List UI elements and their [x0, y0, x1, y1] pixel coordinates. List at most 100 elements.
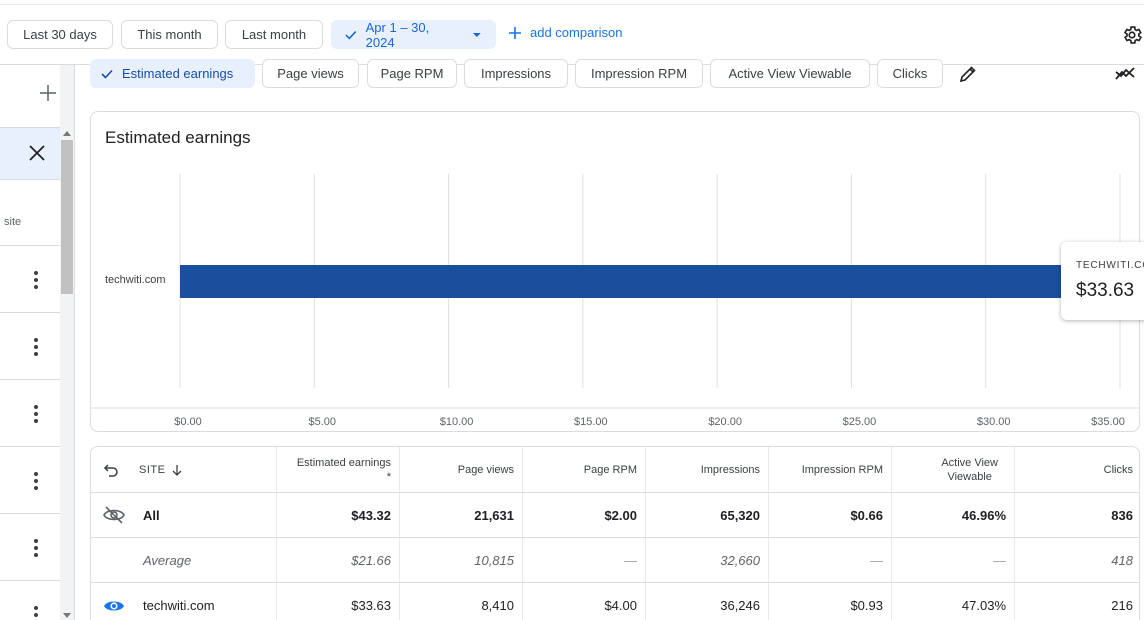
page-views-value: 8,410 — [400, 583, 523, 620]
impressions-value: 36,246 — [646, 583, 769, 620]
clicks-value: 216 — [1111, 598, 1133, 613]
dropdown-arrow-icon — [473, 32, 482, 37]
active-view-header-line1: Active View — [941, 456, 998, 469]
sidebar-site-label: site — [4, 216, 22, 228]
sidebar-row[interactable] — [0, 580, 60, 620]
impression-rpm-header[interactable]: Impression RPM — [769, 447, 892, 492]
more-options-icon[interactable] — [33, 539, 39, 557]
metric-chip-label: Estimated earnings — [122, 66, 234, 81]
site-column-header[interactable]: SITE — [91, 447, 277, 492]
active-view-viewable-value: — — [892, 538, 1015, 582]
table-row-all: All $43.32 21,631 $2.00 65,320 $0.66 46.… — [91, 493, 1139, 538]
x-tick-label: $20.00 — [708, 416, 742, 428]
site-header-label: SITE — [139, 463, 166, 476]
scroll-down-arrow-icon[interactable] — [63, 613, 71, 618]
scrollbar-thumb[interactable] — [61, 140, 73, 294]
page-rpm-value: $2.00 — [523, 493, 646, 537]
x-tick-label: $30.00 — [977, 416, 1011, 428]
estimated-earnings-header[interactable]: Estimated earnings * — [277, 447, 400, 492]
metric-chip-page-rpm[interactable]: Page RPM — [367, 59, 457, 88]
clicks-value: 418 — [1111, 552, 1133, 568]
y-category-label: techwiti.com — [105, 274, 166, 286]
preset-last-month[interactable]: Last month — [225, 20, 323, 49]
edit-pencil-icon[interactable] — [958, 64, 978, 84]
sidebar-row[interactable] — [0, 513, 60, 580]
x-tick-label: $35.00 — [1091, 416, 1125, 428]
metric-chip-page-views[interactable]: Page views — [262, 59, 359, 88]
page-views-value: 21,631 — [400, 493, 523, 537]
metric-chip-active-view-viewable[interactable]: Active View Viewable — [710, 59, 870, 88]
impression-rpm-value: $0.93 — [769, 583, 892, 620]
sidebar-selected-item[interactable] — [0, 127, 60, 180]
date-range-dropdown[interactable]: Apr 1 – 30, 2024 — [331, 20, 496, 50]
sidebar-row[interactable] — [0, 446, 60, 513]
estimated-earnings-value: $21.66 — [277, 538, 400, 582]
clicks-value: 836 — [1111, 507, 1133, 523]
chart-type-trend-icon[interactable] — [1115, 65, 1135, 83]
estimated-earnings-header-note: * — [386, 470, 391, 483]
active-view-viewable-value: 46.96% — [892, 493, 1015, 537]
site-cell: techwiti.com — [91, 583, 277, 620]
impressions-value: 32,660 — [646, 538, 769, 582]
more-options-icon[interactable] — [33, 271, 39, 289]
active-view-viewable-header[interactable]: Active View Viewable — [892, 447, 1015, 492]
page-views-value: 10,815 — [400, 538, 523, 582]
site-cell: Average — [91, 538, 277, 582]
chart-title: Estimated earnings — [105, 128, 251, 147]
sidebar-row[interactable] — [0, 245, 60, 312]
active-view-viewable-value: 47.03% — [892, 583, 1015, 620]
page-rpm-header[interactable]: Page RPM — [523, 447, 646, 492]
metric-chip-impressions[interactable]: Impressions — [464, 59, 568, 88]
site-name: All — [143, 507, 160, 523]
site-name: Average — [143, 552, 192, 568]
more-options-icon[interactable] — [33, 405, 39, 423]
visibility-off-icon[interactable] — [103, 505, 125, 525]
more-options-icon[interactable] — [33, 338, 39, 356]
preset-last-30-days[interactable]: Last 30 days — [7, 20, 113, 49]
metric-chip-clicks[interactable]: Clicks — [877, 59, 943, 88]
sidebar-row[interactable] — [0, 379, 60, 446]
x-tick-label: $15.00 — [574, 416, 608, 428]
chart-tooltip: TECHWITI.CO $33.63 — [1061, 242, 1144, 320]
settings-gear-icon[interactable] — [1121, 24, 1143, 46]
scroll-up-arrow-icon[interactable] — [63, 131, 71, 136]
x-tick-label: $0.00 — [174, 416, 202, 428]
more-options-icon[interactable] — [33, 472, 39, 490]
check-icon — [345, 30, 357, 40]
add-comparison-label: add comparison — [530, 25, 623, 40]
report-table: SITE Estimated earnings * Page views Page… — [90, 446, 1140, 620]
tooltip-value: $33.63 — [1076, 280, 1135, 301]
tooltip-site-name: TECHWITI.CO — [1076, 260, 1144, 271]
metric-chip-estimated-earnings[interactable]: Estimated earnings — [90, 59, 255, 88]
undo-icon[interactable] — [103, 462, 119, 478]
metric-chip-impression-rpm[interactable]: Impression RPM — [575, 59, 703, 88]
plus-icon — [509, 26, 521, 39]
impression-rpm-value: $0.66 — [769, 493, 892, 537]
x-tick-label: $10.00 — [440, 416, 474, 428]
more-options-icon[interactable] — [33, 606, 39, 620]
site-cell: All — [91, 493, 277, 537]
impression-rpm-value: — — [769, 538, 892, 582]
bar[interactable] — [180, 265, 1084, 298]
preset-this-month[interactable]: This month — [121, 20, 218, 49]
add-icon[interactable] — [38, 83, 58, 103]
clicks-header[interactable]: Clicks — [1103, 463, 1133, 476]
estimated-earnings-header-label: Estimated earnings — [296, 456, 391, 469]
close-icon[interactable] — [28, 144, 46, 162]
impressions-header[interactable]: Impressions — [646, 447, 769, 492]
page-rpm-value: — — [523, 538, 646, 582]
sidebar-scrollbar[interactable] — [60, 65, 74, 620]
bar-chart: $0.00 $5.00 $10.00 $15.00 $20.00 $25.00 $30.00… — [91, 174, 1139, 428]
add-comparison-button[interactable]: add comparison — [508, 25, 623, 40]
sidebar-row[interactable] — [0, 312, 60, 379]
x-tick-label: $5.00 — [309, 416, 337, 428]
x-tick-label: $25.00 — [843, 416, 877, 428]
table-header-row: SITE Estimated earnings * Page views Page… — [91, 447, 1139, 493]
visibility-icon[interactable] — [103, 596, 125, 616]
page-views-header[interactable]: Page views — [400, 447, 523, 492]
table-row-average: Average $21.66 10,815 — 32,660 — — 418 — [91, 538, 1139, 583]
top-divider — [0, 4, 1144, 5]
sort-arrow-down-icon[interactable] — [171, 464, 183, 476]
table-row-techwiti: techwiti.com $33.63 8,410 $4.00 36,246 $… — [91, 583, 1139, 620]
impressions-value: 65,320 — [646, 493, 769, 537]
